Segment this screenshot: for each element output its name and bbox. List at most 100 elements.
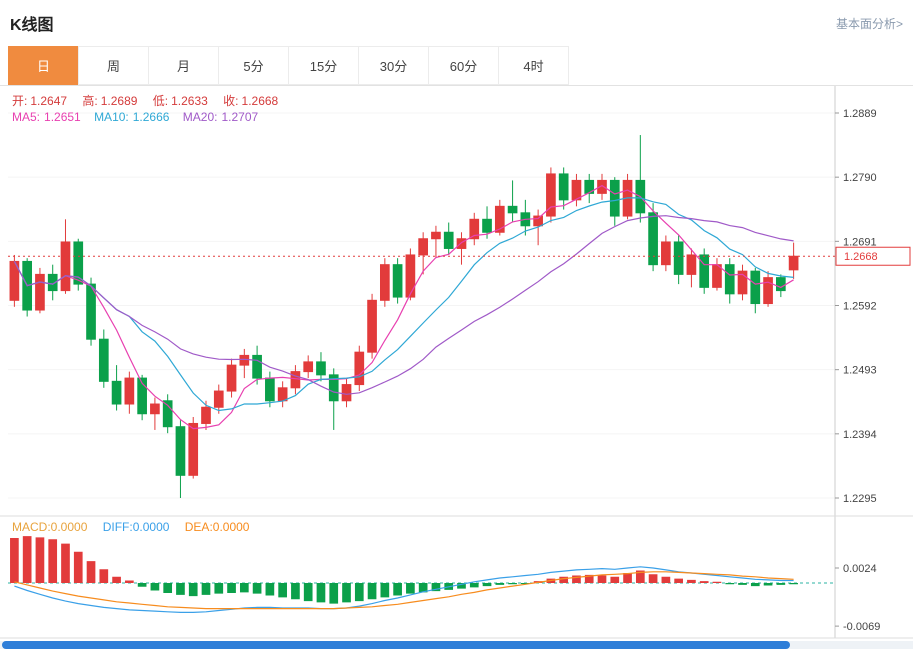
candle-body <box>788 255 799 271</box>
macd-bar <box>495 583 505 585</box>
macd-bar <box>687 579 696 583</box>
macd-bar <box>291 583 300 600</box>
macd-bar <box>584 574 594 583</box>
macd-bar <box>227 583 236 593</box>
candle-body <box>712 264 722 288</box>
candle-body <box>571 179 582 201</box>
macd-bar <box>86 561 96 583</box>
candles-group <box>9 135 799 498</box>
macd-bar <box>342 583 351 603</box>
ma5-line <box>13 184 794 430</box>
candle-body <box>150 403 160 415</box>
candle-body <box>277 387 288 402</box>
candle-body <box>188 422 199 476</box>
macd-bar <box>163 583 173 593</box>
candle-body <box>124 377 135 405</box>
time-scrollbar-track <box>0 641 913 649</box>
candle-body <box>341 384 352 402</box>
macd-bar <box>712 581 722 583</box>
macd-hist-group <box>10 536 798 604</box>
candle-body <box>431 231 441 240</box>
candle-body <box>584 179 595 194</box>
candle-body <box>750 270 761 305</box>
time-scrollbar-thumb[interactable] <box>2 641 790 649</box>
page-title: K线图 <box>10 17 54 34</box>
candle-body <box>86 283 96 340</box>
candle-body <box>328 374 339 402</box>
candle-body <box>443 231 454 249</box>
macd-bar <box>150 583 160 591</box>
macd-bar <box>22 536 32 583</box>
macd-bar <box>329 583 339 604</box>
macd-bar <box>61 543 70 583</box>
tab-day[interactable]: 日 <box>8 46 79 85</box>
macd-bar <box>214 583 224 594</box>
interval-tabs: 日周月 5分 15分 30分 60分 4时 <box>0 46 913 86</box>
chart-area: 1.2889 1.2790 1.2691 1.2592 1.2493 1.2394 1.22… <box>0 86 913 649</box>
candle-body <box>775 277 786 292</box>
macd-bar <box>201 583 211 595</box>
candle-body <box>226 364 237 392</box>
tab-month[interactable]: 月 <box>148 46 219 85</box>
macd-bar <box>393 583 402 596</box>
candle-body <box>482 218 492 233</box>
candle-body <box>661 241 671 266</box>
macd-bar <box>316 583 326 603</box>
candle-body <box>98 338 109 382</box>
candle-body <box>648 212 658 266</box>
kline-chart-canvas[interactable]: 1.2889 1.2790 1.2691 1.2592 1.2493 1.2394 1.22… <box>0 86 913 641</box>
macd-bar <box>457 583 466 589</box>
price-axis-label: 1.2493 <box>843 365 877 377</box>
price-axis-label: 1.2592 <box>843 301 877 313</box>
candle-body <box>405 254 416 298</box>
macd-bar <box>559 576 569 583</box>
candle-body <box>265 377 275 402</box>
macd-bar <box>73 551 83 583</box>
candle-body <box>137 377 147 415</box>
candle-body <box>316 361 326 376</box>
macd-bar <box>776 583 786 585</box>
price-axis-label: 1.2889 <box>843 108 877 120</box>
macd-bar <box>725 583 735 585</box>
macd-bar <box>597 575 607 583</box>
macd-bar <box>125 580 134 583</box>
candle-body <box>111 380 122 405</box>
candle-body <box>60 241 71 292</box>
macd-bar <box>380 583 390 598</box>
macd-bar <box>635 570 645 583</box>
macd-axis-label: 0.0024 <box>843 563 877 575</box>
tab-15min[interactable]: 15分 <box>288 46 359 85</box>
macd-bar <box>661 576 671 583</box>
candle-body <box>418 238 429 256</box>
tab-4hour[interactable]: 4时 <box>498 46 569 85</box>
macd-bar <box>252 583 262 594</box>
macd-bar <box>508 583 517 585</box>
macd-bar <box>648 574 658 583</box>
candle-body <box>699 254 710 288</box>
fundamental-analysis-link[interactable]: 基本面分析> <box>835 16 903 31</box>
macd-bar <box>521 583 530 584</box>
price-axis-label: 1.2295 <box>843 493 877 505</box>
macd-bar <box>572 575 581 583</box>
price-axis-label: 1.2394 <box>843 429 877 441</box>
macd-bar <box>623 573 632 583</box>
candle-body <box>546 173 556 217</box>
macd-bar <box>354 583 364 602</box>
tab-60min[interactable]: 60分 <box>428 46 499 85</box>
macd-axis-label: -0.0069 <box>843 621 880 633</box>
macd-bar <box>610 576 620 583</box>
macd-bar <box>99 569 109 583</box>
candle-body <box>673 241 684 275</box>
tab-30min[interactable]: 30分 <box>358 46 429 85</box>
candle-body <box>686 254 697 275</box>
candle-body <box>379 264 390 301</box>
candle-body <box>290 371 301 389</box>
candle-body <box>35 273 45 311</box>
diff-line <box>14 566 794 614</box>
candle-body <box>494 205 505 233</box>
tab-week[interactable]: 周 <box>78 46 149 85</box>
macd-bar <box>278 583 287 598</box>
candle-body <box>597 179 607 194</box>
tab-5min[interactable]: 5分 <box>218 46 289 85</box>
